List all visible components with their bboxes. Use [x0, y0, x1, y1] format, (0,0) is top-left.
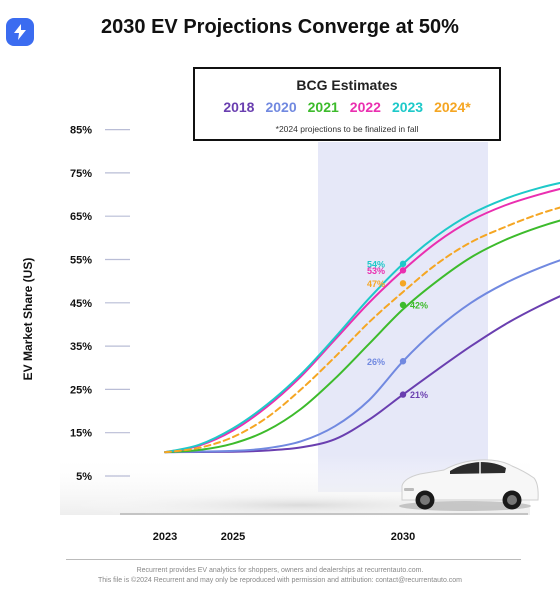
data-point — [399, 260, 407, 268]
legend-entry-2020: 2020 — [265, 99, 297, 115]
x-tick-label: 2030 — [391, 531, 415, 543]
legend-entry-2021: 2021 — [307, 99, 339, 115]
series-line-2021 — [164, 219, 560, 454]
logo-badge — [6, 18, 34, 46]
y-tick-label: 15% — [70, 428, 92, 440]
legend-entry-2022: 2022 — [349, 99, 381, 115]
footer-divider — [66, 559, 521, 560]
y-tick-label: 65% — [70, 211, 92, 223]
data-label: 26% — [367, 357, 385, 367]
legend-years: 2018 2020 2021 2022 2023 2024* — [195, 99, 499, 115]
x-tick-label: 2023 — [153, 531, 177, 543]
legend-note: *2024 projections to be finalized in fal… — [275, 124, 419, 134]
legend-title: BCG Estimates — [296, 77, 398, 93]
footer-line-1: Recurrent provides EV analytics for shop… — [136, 567, 424, 574]
series-line-2018 — [164, 295, 560, 454]
data-point — [399, 358, 407, 365]
highlight-band — [318, 142, 488, 492]
y-tick-label: 75% — [70, 168, 92, 180]
data-label: 42% — [410, 300, 428, 310]
legend-entry-2023: 2023 — [391, 99, 424, 115]
data-point — [399, 301, 407, 309]
x-tick-label: 2025 — [221, 531, 245, 543]
lightning-bolt-icon — [14, 24, 26, 40]
y-tick-label: 25% — [70, 384, 92, 396]
data-label: 54% — [367, 259, 385, 269]
y-tick-label: 85% — [70, 125, 92, 137]
data-label: 53% — [367, 266, 385, 276]
car-icon — [399, 459, 539, 511]
series-line-2020 — [164, 259, 560, 454]
y-tick-label: 35% — [70, 341, 92, 353]
y-tick-label: 45% — [70, 298, 92, 310]
y-tick-label: 55% — [70, 255, 92, 267]
data-label: 21% — [410, 390, 428, 400]
series-line-2022 — [164, 187, 560, 454]
chart-title: 2030 EV Projections Converge at 50% — [101, 16, 459, 38]
data-point — [399, 391, 407, 398]
legend-entry-2024: 2024* — [434, 99, 471, 115]
footer-line-2: This file is ©2024 Recurrent and may onl… — [98, 577, 462, 584]
series-line-2023 — [164, 181, 560, 454]
data-point — [399, 280, 407, 287]
series-line-2024 — [164, 206, 560, 454]
legend: BCG Estimates 2018 2020 2021 2022 2023 2… — [193, 67, 501, 141]
data-label: 47% — [367, 279, 385, 289]
data-point — [399, 267, 407, 274]
y-tick-label: 5% — [76, 471, 92, 483]
legend-entry-2018: 2018 — [223, 99, 255, 115]
